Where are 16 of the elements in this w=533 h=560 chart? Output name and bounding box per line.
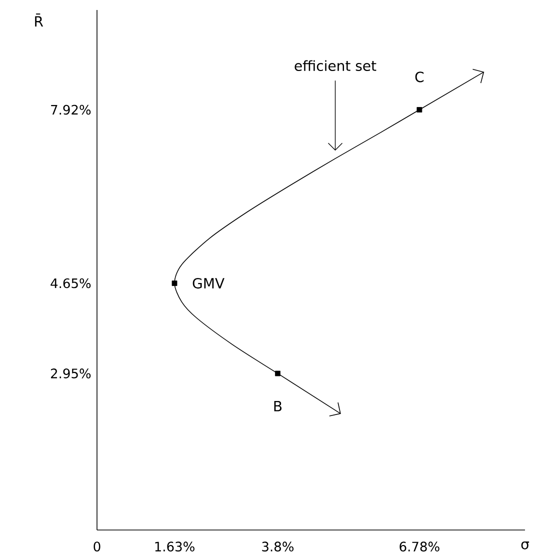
x-axis-title: σ (521, 542, 530, 550)
annotation: B (274, 401, 282, 412)
x-tick-label: 0 (94, 542, 100, 552)
annotation: efficient set (294, 60, 376, 72)
y-tick-label: 7.92% (51, 104, 91, 115)
point (416, 107, 422, 112)
y-tick-label: 4.65% (50, 278, 91, 288)
point (275, 370, 281, 376)
x-tick-label: 6.78% (400, 542, 440, 552)
y-tick-label: 2.95% (51, 368, 91, 378)
y-axis-title: R̄ (35, 14, 44, 27)
x-tick-label: 3.8% (262, 542, 294, 552)
x-tick-label: 1.63% (155, 542, 195, 552)
annotation: C (415, 72, 424, 82)
annotation: GMV (192, 278, 225, 289)
point (172, 280, 178, 286)
